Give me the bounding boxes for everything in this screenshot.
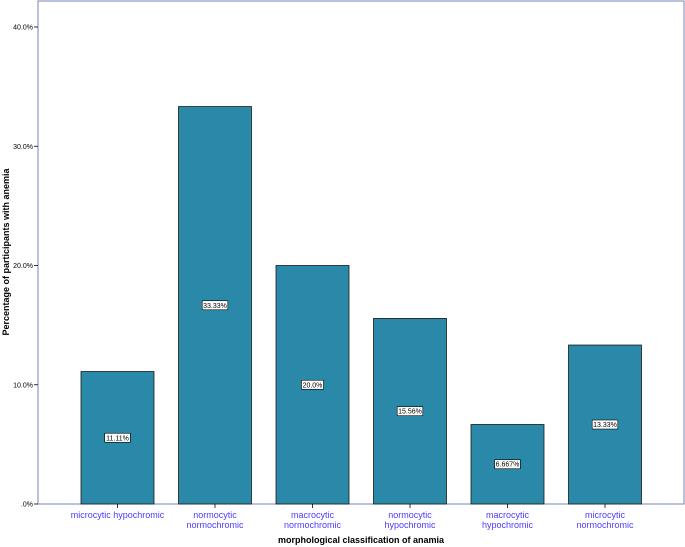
x-tick-label: microcytic normochromic bbox=[576, 510, 634, 530]
y-tick-label: .0% bbox=[21, 502, 33, 509]
y-axis-title: Percentage of participants with anemia bbox=[1, 167, 11, 335]
value-label: 33.33% bbox=[203, 303, 227, 310]
value-label-box bbox=[301, 379, 324, 390]
x-tick-label: microcytic hypochromic bbox=[71, 510, 165, 520]
value-label: 6.667% bbox=[496, 462, 520, 469]
y-tick-label: 20.0% bbox=[13, 263, 33, 270]
y-axis: .0% 10.0% 20.0% 30.0% 40.0% bbox=[13, 25, 38, 509]
x-tick-label: normocytic normochromic bbox=[186, 510, 244, 530]
bars-group: 11.11% 33.33% 20.0% 15.56% 6.667% 13.33% bbox=[80, 106, 642, 505]
value-label: 20.0% bbox=[303, 382, 323, 389]
x-tick-label: normocytic hypochromic bbox=[384, 510, 436, 530]
value-label-box bbox=[104, 432, 131, 443]
value-label: 15.56% bbox=[398, 409, 422, 416]
value-label: 13.33% bbox=[593, 422, 617, 429]
x-axis: microcytic hypochromic normocytic normochr… bbox=[71, 504, 634, 530]
value-label-box bbox=[201, 300, 229, 311]
y-tick-label: 30.0% bbox=[13, 144, 33, 151]
y-tick-label: 40.0% bbox=[13, 25, 33, 32]
value-label-box bbox=[396, 406, 424, 417]
value-label-box bbox=[591, 419, 619, 430]
x-axis-title: morphological classification of anamia bbox=[278, 535, 445, 545]
value-label: 11.11% bbox=[106, 435, 129, 442]
bar bbox=[470, 424, 545, 505]
value-label-box bbox=[494, 459, 521, 470]
plot-frame bbox=[37, 0, 685, 505]
x-tick-label: macrocytic normochromic bbox=[284, 510, 342, 530]
x-tick-label: macrocytic hypochromic bbox=[482, 510, 534, 530]
y-tick-label: 10.0% bbox=[13, 382, 33, 389]
